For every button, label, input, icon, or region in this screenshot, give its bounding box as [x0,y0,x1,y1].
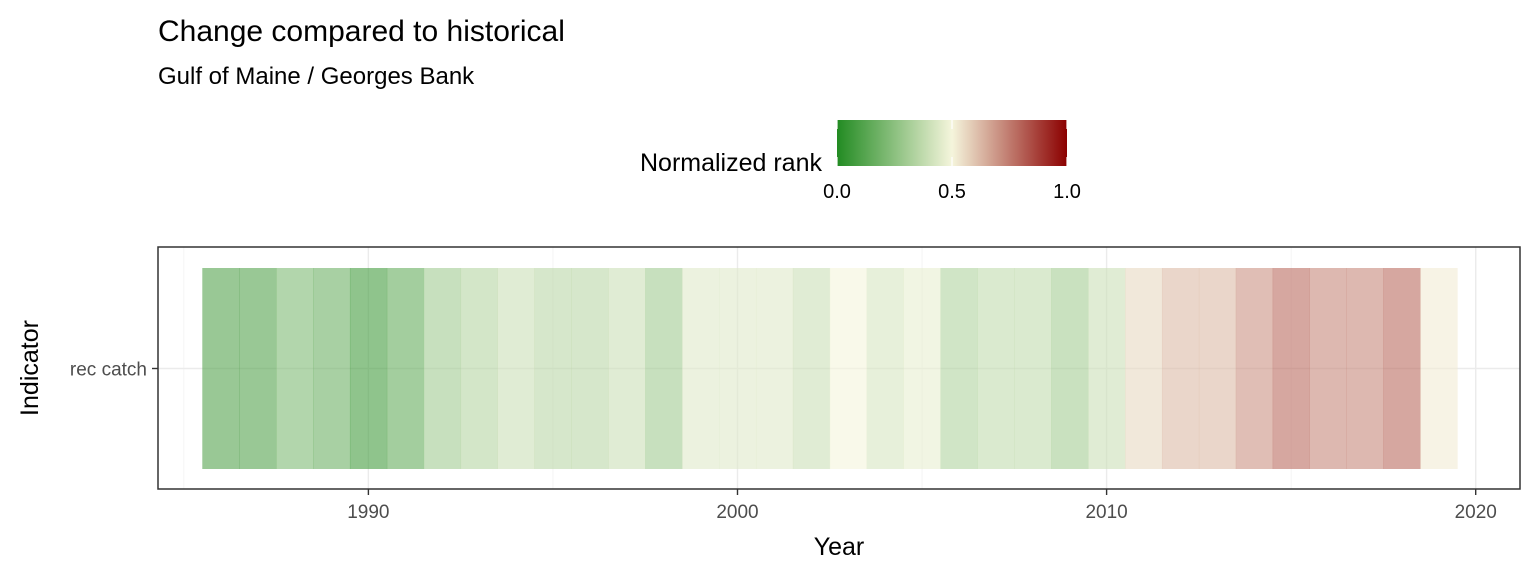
tile-2015 [1272,268,1311,469]
legend-ticks: 0.0 0.5 1.0 [823,120,1081,203]
tile-1995 [534,268,572,469]
tile-2001 [755,268,794,469]
tile-2002 [792,268,831,469]
chart-title: Change compared to historical [158,15,565,48]
tile-2004 [866,268,904,469]
tile-1993 [460,268,498,469]
x-tick-label-1990: 1990 [347,502,389,523]
tile-2010 [1088,268,1126,469]
heatmap-tiles [202,268,1458,469]
tile-2006 [940,268,978,469]
tile-2011 [1125,268,1163,469]
x-tick-label-2010: 2010 [1085,502,1127,523]
tile-1990 [349,268,388,469]
legend-tick-label: 0.5 [938,181,966,203]
legend-tick-label: 0.0 [823,181,851,203]
tile-2016 [1309,268,1347,469]
tile-1988 [276,268,314,469]
tile-2008 [1014,268,1052,469]
tile-2012 [1161,268,1200,469]
tile-1992 [423,268,462,469]
x-tick-label-2000: 2000 [716,502,758,523]
legend-title: Normalized rank [640,149,823,177]
tile-1994 [497,268,535,469]
tile-1987 [239,268,277,469]
tile-1989 [313,268,351,469]
tile-2009 [1051,268,1089,469]
x-axis-title: Year [814,533,865,561]
y-axis-title: Indicator [16,320,44,416]
tile-1986 [202,268,240,469]
tile-1996 [571,268,609,469]
tile-2003 [829,268,868,469]
legend-tick-label: 1.0 [1053,181,1081,203]
y-tick-label: rec catch [70,360,147,381]
tile-1991 [386,268,425,469]
x-tick-label-2020: 2020 [1455,502,1497,523]
tile-1997 [608,268,646,469]
tile-2019 [1420,268,1458,469]
plot-area: 1990 2000 2010 2020 rec catch [70,246,1521,524]
chart-subtitle: Gulf of Maine / Georges Bank [158,63,475,90]
tile-2013 [1198,268,1237,469]
tile-1999 [682,268,720,469]
tile-2017 [1346,268,1384,469]
tile-2018 [1383,268,1421,469]
axes: 1990 2000 2010 2020 rec catch [70,360,1497,524]
tile-2014 [1235,268,1274,469]
legend: Normalized rank 0.0 0.5 1.0 [640,120,1081,203]
tile-2000 [719,268,757,469]
tile-2005 [903,268,941,469]
tile-1998 [645,268,683,469]
tile-2007 [977,268,1015,469]
